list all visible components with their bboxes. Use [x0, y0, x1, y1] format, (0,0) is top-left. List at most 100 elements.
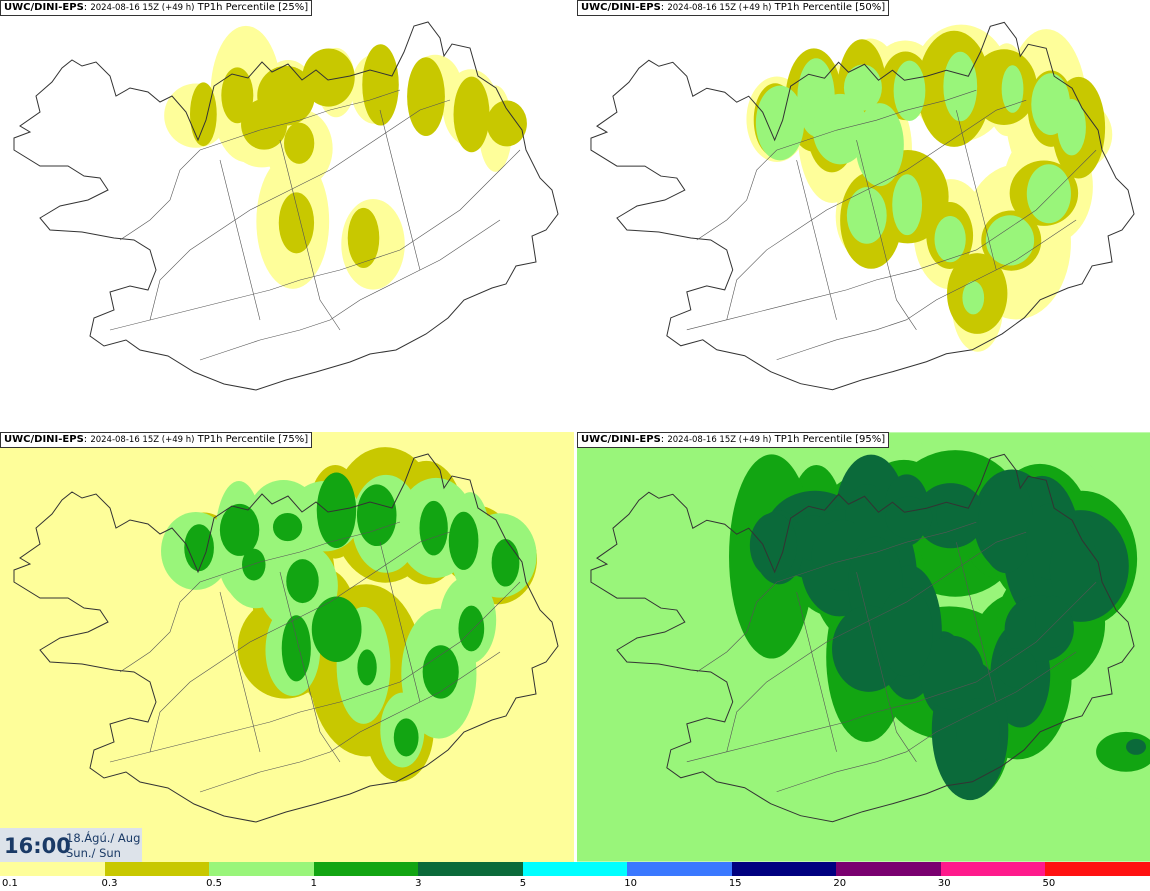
- legend-label: 0.5: [206, 878, 222, 889]
- precip-blob: [241, 99, 288, 150]
- precip-blob: [978, 471, 1034, 574]
- legend-label: 30: [937, 878, 951, 889]
- road-line: [856, 572, 917, 762]
- precip-blob: [491, 539, 520, 587]
- valid-date: 18.Ágú./ Aug: [66, 831, 141, 845]
- valid-day: Sun./ Sun: [66, 846, 121, 860]
- road-line: [379, 541, 421, 703]
- precip-blob: [885, 496, 933, 539]
- road-line: [279, 571, 341, 763]
- precip-blob: [347, 207, 380, 269]
- precip-blob: [221, 67, 254, 124]
- precip-blob: [855, 103, 904, 187]
- legend-label: 5: [519, 878, 527, 889]
- panel-title: UWC/DINI-EPS: 2024-08-16 15Z (+49 h) TP1…: [577, 0, 890, 16]
- precip-blob: [846, 187, 887, 244]
- precip-blob: [486, 100, 527, 147]
- precip-blob: [943, 51, 978, 122]
- precip-blob: [962, 281, 985, 315]
- precip-blob: [357, 649, 377, 686]
- precip-blob: [936, 487, 984, 544]
- precip-blob: [996, 648, 1037, 688]
- precip-blob: [892, 174, 923, 236]
- precip-blob: [422, 645, 459, 699]
- legend-swatch: [104, 862, 210, 876]
- precip-blob: [302, 48, 355, 107]
- iceland-outline: [590, 21, 1135, 391]
- precip-blob: [893, 60, 926, 121]
- coastline: [590, 21, 1135, 391]
- panel-title: UWC/DINI-EPS: 2024-08-16 15Z (+49 h) TP1…: [0, 432, 313, 448]
- map-panel-95: UWC/DINI-EPS: 2024-08-16 15Z (+49 h) TP1…: [577, 432, 1150, 862]
- coastline: [13, 21, 559, 391]
- precip-blob: [407, 57, 445, 137]
- legend-swatch: [418, 862, 524, 876]
- road-line: [726, 99, 1027, 320]
- road-line: [109, 149, 521, 331]
- panel-title: UWC/DINI-EPS: 2024-08-16 15Z (+49 h) TP1…: [0, 0, 313, 16]
- precip-blob: [311, 596, 362, 662]
- precip-fields: [577, 432, 1150, 862]
- road-line: [149, 99, 451, 321]
- precip-blob: [1126, 738, 1147, 755]
- precip-fields: [164, 25, 527, 290]
- precip-blob: [1026, 164, 1071, 224]
- precip-map-25: [13, 21, 559, 391]
- precip-blob: [1035, 595, 1071, 648]
- panel-divider-horizontal: [0, 429, 1150, 432]
- precip-blob: [919, 635, 984, 710]
- map-panel-50: UWC/DINI-EPS: 2024-08-16 15Z (+49 h) TP1…: [577, 0, 1150, 429]
- precip-blob: [356, 484, 397, 547]
- legend-swatch: [940, 862, 1046, 876]
- precip-blob: [272, 512, 303, 542]
- road-line: [199, 219, 501, 361]
- road-line: [219, 159, 261, 321]
- legend-label: 0.1: [2, 878, 18, 889]
- precip-blob: [362, 44, 399, 126]
- road-line: [856, 140, 917, 330]
- road-line: [796, 160, 837, 320]
- road-line: [119, 89, 401, 241]
- precip-map-95: [577, 432, 1150, 862]
- precip-blob: [448, 511, 479, 570]
- precip-map-50: [590, 21, 1135, 391]
- coastline: [13, 453, 559, 823]
- precip-blob: [393, 718, 419, 757]
- legend-swatch: [0, 862, 106, 876]
- coastline: [590, 453, 1135, 823]
- valid-time: 16:00: [4, 834, 71, 858]
- precip-fields: [746, 24, 1113, 352]
- precip-fields: [0, 432, 574, 862]
- legend-swatch: [836, 862, 942, 876]
- precip-map-75: [0, 432, 574, 862]
- legend-swatch: [209, 862, 315, 876]
- road-line: [279, 139, 341, 331]
- precip-blob: [219, 503, 260, 556]
- road-line: [119, 521, 401, 673]
- legend-swatch: [522, 862, 628, 876]
- legend-label: 3: [415, 878, 422, 889]
- legend-swatch: [627, 862, 733, 876]
- precip-blob: [1057, 99, 1086, 156]
- precip-blob: [189, 82, 217, 147]
- precip-blob: [278, 192, 315, 254]
- road-line: [149, 531, 451, 753]
- iceland-outline: [590, 453, 1135, 823]
- legend-label: 20: [833, 878, 847, 889]
- road-line: [696, 89, 977, 241]
- precip-blob: [453, 76, 490, 153]
- road-line: [696, 521, 977, 673]
- precip-blob: [286, 559, 319, 604]
- legend-label: 1: [310, 878, 317, 889]
- road-line: [199, 651, 501, 793]
- precip-blob: [284, 122, 315, 164]
- precip-blob: [281, 615, 311, 682]
- precip-blob: [242, 548, 266, 581]
- legend-swatch: [731, 862, 837, 876]
- precip-blob: [184, 524, 214, 572]
- legend-label: 50: [1042, 878, 1056, 889]
- precip-blob: [419, 500, 448, 556]
- precip-blob: [985, 215, 1035, 266]
- color-legend: 0.1 0.3 0.5 1 3 5 10 15 20 30 50: [0, 862, 1150, 891]
- precip-blob: [755, 85, 805, 161]
